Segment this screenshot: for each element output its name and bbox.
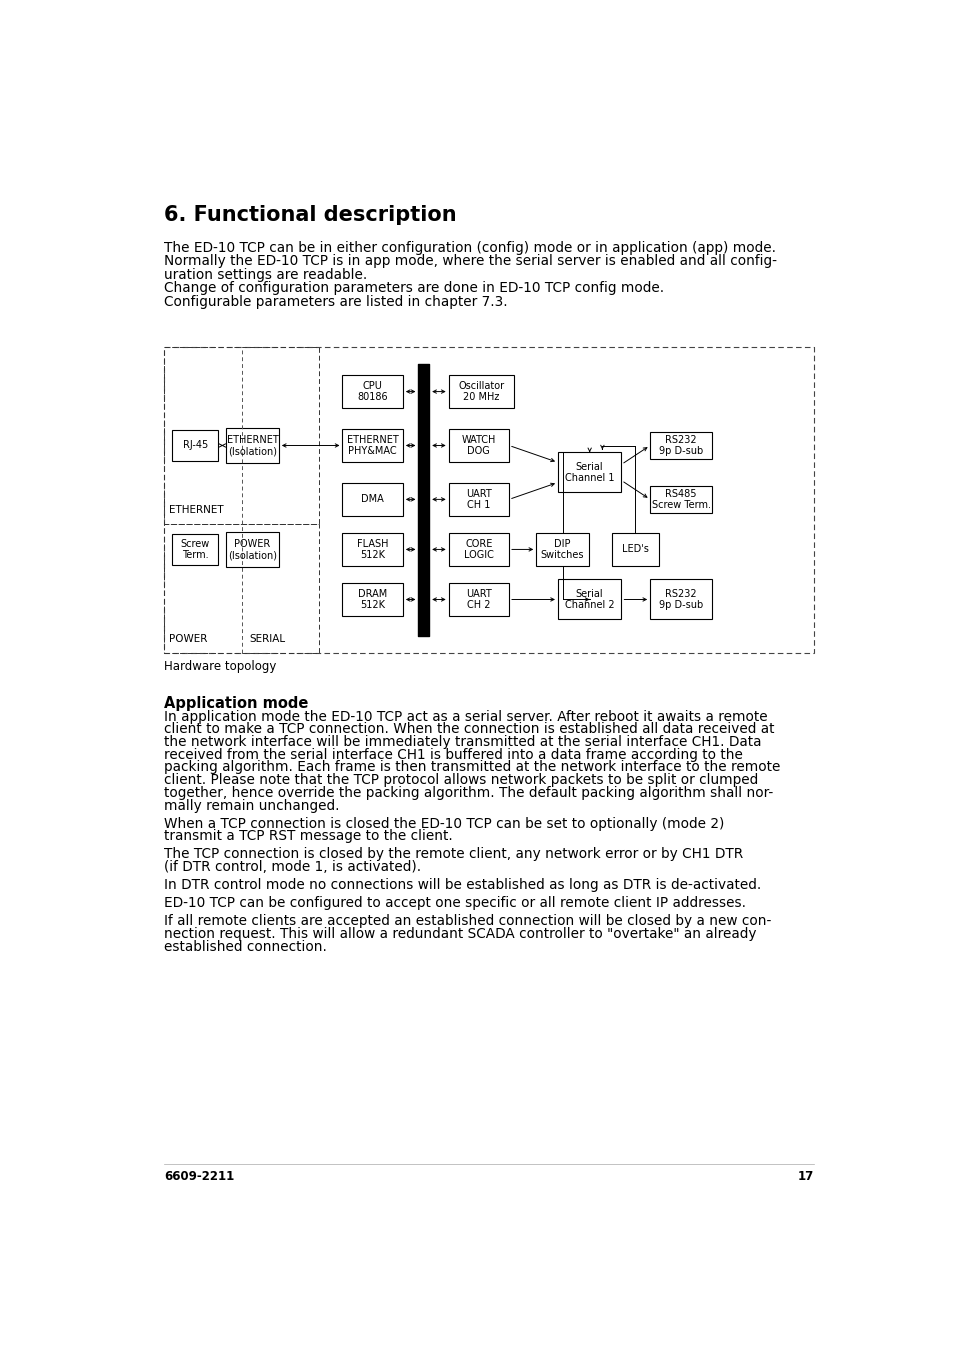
Bar (558, 453, 620, 493)
Text: DMA: DMA (361, 494, 384, 504)
Text: client. Please note that the TCP protocol allows network packets to be split or : client. Please note that the TCP protoco… (164, 773, 758, 788)
Bar (342, 584, 402, 616)
Text: ETHERNET
(Isolation): ETHERNET (Isolation) (227, 435, 278, 457)
Text: RS232
9p D-sub: RS232 9p D-sub (659, 589, 702, 611)
Bar (649, 431, 711, 459)
Text: Oscillator
20 MHz: Oscillator 20 MHz (458, 381, 504, 403)
Bar (172, 534, 218, 565)
Text: POWER: POWER (169, 634, 207, 644)
Text: client to make a TCP connection. When the connection is established all data rec: client to make a TCP connection. When th… (164, 723, 774, 736)
Text: (if DTR control, mode 1, is activated).: (if DTR control, mode 1, is activated). (164, 861, 421, 874)
Text: Serial
Channel 2: Serial Channel 2 (564, 589, 614, 611)
Text: POWER
(Isolation): POWER (Isolation) (228, 539, 276, 561)
Text: If all remote clients are accepted an established connection will be closed by a: If all remote clients are accepted an es… (164, 915, 771, 928)
Text: Hardware topology: Hardware topology (164, 659, 276, 673)
Bar (649, 580, 711, 620)
Text: Screw
Term.: Screw Term. (180, 539, 210, 561)
Text: CORE
LOGIC: CORE LOGIC (463, 539, 494, 561)
Text: 17: 17 (797, 1170, 813, 1183)
Bar (448, 484, 509, 516)
Text: LED's: LED's (621, 544, 648, 554)
Text: transmit a TCP RST message to the client.: transmit a TCP RST message to the client… (164, 830, 453, 843)
Bar (558, 580, 620, 620)
Text: In DTR control mode no connections will be established as long as DTR is de-acti: In DTR control mode no connections will … (164, 878, 760, 892)
Text: DRAM
512K: DRAM 512K (357, 589, 387, 611)
Bar (226, 532, 278, 567)
Text: Serial
Channel 1: Serial Channel 1 (564, 462, 614, 484)
Text: ETHERNET: ETHERNET (169, 505, 223, 515)
Text: ED-10 TCP can be configured to accept one specific or all remote client IP addre: ED-10 TCP can be configured to accept on… (164, 896, 745, 911)
Bar (448, 584, 509, 616)
Bar (612, 534, 658, 566)
Text: 6. Functional description: 6. Functional description (164, 205, 456, 226)
Bar (342, 534, 402, 566)
Text: CPU
80186: CPU 80186 (357, 381, 388, 403)
Bar (172, 430, 218, 461)
Text: together, hence override the packing algorithm. The default packing algorithm sh: together, hence override the packing alg… (164, 786, 773, 800)
Text: ETHERNET
PHY&MAC: ETHERNET PHY&MAC (347, 435, 398, 457)
Text: uration settings are readable.: uration settings are readable. (164, 267, 367, 281)
Text: In application mode the ED-10 TCP act as a serial server. After reboot it awaits: In application mode the ED-10 TCP act as… (164, 709, 767, 724)
Bar (342, 484, 402, 516)
Text: WATCH
DOG: WATCH DOG (461, 435, 496, 457)
Text: packing algorithm. Each frame is then transmitted at the network interface to th: packing algorithm. Each frame is then tr… (164, 761, 780, 774)
Bar (649, 485, 711, 513)
Text: DIP
Switches: DIP Switches (540, 539, 583, 561)
Text: mally remain unchanged.: mally remain unchanged. (164, 798, 339, 812)
Bar (448, 376, 514, 408)
Bar (448, 534, 509, 566)
Text: received from the serial interface CH1 is buffered into a data frame according t: received from the serial interface CH1 i… (164, 747, 742, 762)
Bar (164, 347, 813, 654)
Text: the network interface will be immediately transmitted at the serial interface CH: the network interface will be immediatel… (164, 735, 760, 748)
Text: 6609-2211: 6609-2211 (164, 1170, 234, 1183)
Bar (342, 376, 402, 408)
Text: nection request. This will allow a redundant SCADA controller to "overtake" an a: nection request. This will allow a redun… (164, 927, 756, 942)
Text: FLASH
512K: FLASH 512K (356, 539, 388, 561)
Bar (226, 428, 278, 463)
Text: The TCP connection is closed by the remote client, any network error or by CH1 D: The TCP connection is closed by the remo… (164, 847, 742, 862)
Text: SERIAL: SERIAL (249, 634, 285, 644)
Text: RS232
9p D-sub: RS232 9p D-sub (659, 435, 702, 457)
Bar (448, 430, 509, 462)
Text: Change of configuration parameters are done in ED-10 TCP config mode.: Change of configuration parameters are d… (164, 281, 663, 295)
Text: RJ-45: RJ-45 (182, 440, 208, 450)
Text: established connection.: established connection. (164, 940, 327, 954)
Bar (536, 534, 588, 566)
Text: The ED-10 TCP can be in either configuration (config) mode or in application (ap: The ED-10 TCP can be in either configura… (164, 240, 776, 254)
Bar (342, 430, 402, 462)
Text: Application mode: Application mode (164, 696, 308, 711)
Text: UART
CH 2: UART CH 2 (465, 589, 491, 611)
Text: When a TCP connection is closed the ED-10 TCP can be set to optionally (mode 2): When a TCP connection is closed the ED-1… (164, 816, 724, 831)
Text: Configurable parameters are listed in chapter 7.3.: Configurable parameters are listed in ch… (164, 295, 507, 308)
Bar (164, 524, 319, 654)
Text: RS485
Screw Term.: RS485 Screw Term. (651, 489, 710, 511)
Bar (164, 347, 319, 524)
Text: Normally the ED-10 TCP is in app mode, where the serial server is enabled and al: Normally the ED-10 TCP is in app mode, w… (164, 254, 777, 267)
Text: UART
CH 1: UART CH 1 (465, 489, 491, 511)
